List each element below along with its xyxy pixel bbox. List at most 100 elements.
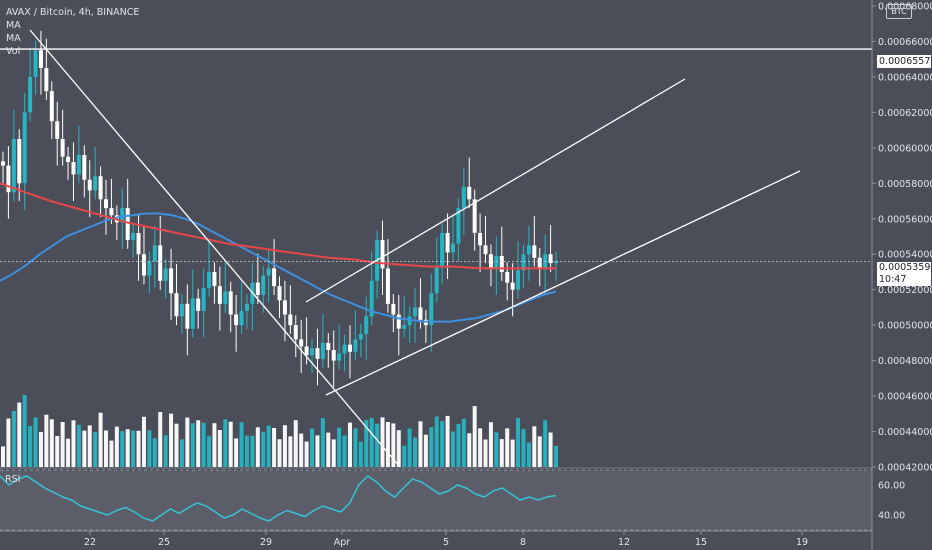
volume-bar (418, 421, 423, 467)
candle-body (17, 138, 22, 184)
candle-body (22, 112, 27, 184)
candle-body (326, 342, 331, 350)
candle-body (516, 270, 521, 290)
volume-bar (456, 424, 461, 467)
volume-bar (450, 431, 455, 467)
volume-bar (543, 420, 548, 467)
candle-body (488, 254, 493, 269)
candle-body (342, 344, 347, 354)
volume-bar (510, 439, 515, 467)
candle-body (93, 176, 98, 191)
rsi-pane[interactable] (0, 467, 872, 531)
symbol-title[interactable]: AVAX / Bitcoin, 4h, BINANCE (6, 7, 140, 18)
candle-body (71, 162, 76, 175)
volume-bar (288, 436, 293, 467)
volume-bar (266, 425, 271, 467)
rsi-tick-label: 40.00 (878, 511, 905, 522)
candle-body (299, 339, 304, 347)
candle-body (554, 261, 558, 264)
volume-bar (478, 428, 483, 467)
ma-slow-label[interactable]: MA (6, 33, 21, 44)
volume-bar (250, 435, 255, 467)
volume-bar (326, 432, 331, 467)
chart-legend: AVAX / Bitcoin, 4h, BINANCE MA MA Vol (6, 6, 139, 58)
candle-body (201, 287, 206, 311)
price-tick-label: 0.00054000 (878, 250, 932, 261)
date-tick-label: 29 (260, 537, 272, 548)
volume-bar (147, 430, 152, 467)
rsi-label[interactable]: RSI (5, 474, 21, 485)
candle-body (391, 303, 396, 315)
bar-countdown: 10:47 (879, 274, 907, 285)
volume-bar (472, 406, 477, 467)
volume-bar (526, 442, 531, 467)
volume-bar (315, 435, 320, 467)
volume-bar (76, 424, 81, 467)
candle-body (158, 245, 163, 281)
drawing-layer[interactable] (0, 29, 872, 468)
candle-body (239, 310, 244, 326)
candle-body (385, 268, 390, 304)
price-tick-label: 0.00056000 (878, 214, 932, 225)
volume-bar (505, 428, 510, 467)
candle-body (304, 346, 309, 356)
currency-badge[interactable]: BTC (886, 4, 912, 19)
candle-body (217, 286, 222, 304)
candle-body (272, 268, 277, 287)
candle-body (413, 307, 418, 317)
candle-body (369, 280, 374, 317)
candle-body (532, 245, 537, 258)
price-tick-label: 0.00048000 (878, 356, 932, 367)
candle-body (347, 344, 352, 352)
candle-body (87, 179, 92, 191)
candle-body (120, 208, 125, 223)
candle-body (277, 286, 282, 301)
volume-bar (239, 422, 244, 467)
volume-bar (109, 440, 114, 467)
ma-fast-label[interactable]: MA (6, 20, 21, 31)
volume-bar (402, 445, 407, 467)
candle-body (82, 154, 87, 180)
candle-body (364, 316, 369, 335)
candle-body (537, 257, 542, 269)
volume-bar (364, 420, 369, 467)
ma-slow-line (0, 182, 556, 270)
candle-body (288, 314, 293, 326)
candle-body (331, 349, 336, 361)
volume-bar (299, 433, 304, 467)
candle-body (60, 138, 65, 157)
price-tick-label: 0.00044000 (878, 427, 932, 438)
candle-body (185, 303, 190, 329)
volume-bar (331, 439, 336, 467)
candle-body (234, 314, 239, 326)
candle-body (337, 353, 342, 361)
volume-bar (234, 438, 239, 467)
volume-bar (310, 428, 315, 467)
volume-bar (369, 418, 374, 467)
volume-bar (413, 437, 418, 467)
candle-body (147, 261, 152, 276)
volume-bar (337, 427, 342, 467)
candle-body (136, 232, 141, 255)
candle-body (456, 208, 461, 244)
volume-bar (483, 439, 488, 467)
volume-bar (217, 430, 222, 467)
candle-body (445, 232, 450, 253)
volume-bar (272, 428, 277, 467)
date-tick-label: Apr (334, 537, 351, 548)
price-tick-label: 0.00062000 (878, 108, 932, 119)
price-tick-label: 0.00046000 (878, 392, 932, 403)
volume-bar (304, 441, 309, 467)
candle-body (434, 266, 439, 294)
volume-bar (207, 436, 212, 467)
candle-body (55, 121, 60, 139)
volume-bar (131, 430, 136, 467)
candle-body (11, 138, 16, 193)
price-tick-label: 0.00068000 (878, 2, 932, 13)
volume-bar (114, 426, 119, 467)
volume-label[interactable]: Vol (6, 46, 21, 57)
volume-bar (532, 426, 537, 467)
volume-bar (185, 417, 190, 467)
